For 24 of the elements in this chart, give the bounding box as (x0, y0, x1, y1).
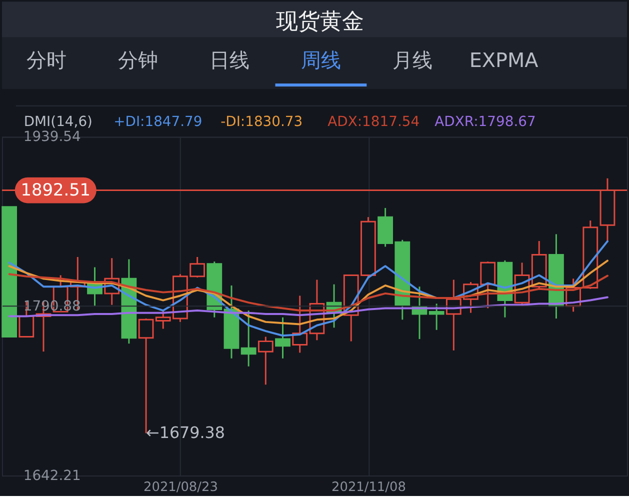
candlestick (275, 316, 290, 360)
text: +DI:1847.79 (114, 114, 202, 130)
text: EXPMA (469, 49, 539, 72)
y-tick-label: 1939.54 (23, 129, 82, 146)
candlestick (258, 336, 274, 386)
text: 周线 (300, 49, 341, 72)
annotation: ←1679.38 (146, 423, 225, 442)
chart-title: 现货黄金 (276, 9, 364, 34)
line-series (8, 260, 608, 326)
text: 分时 (26, 49, 67, 72)
text: ADXR:1798.67 (434, 114, 536, 130)
candlestick (428, 302, 444, 331)
text: 日线 (210, 49, 250, 72)
candlestick (240, 310, 256, 368)
text: ADX:1817.54 (328, 114, 420, 130)
y-tick-label: 1642.21 (23, 468, 81, 484)
y-tick-label: 1790.88 (23, 298, 81, 315)
text: -DI:1830.73 (220, 114, 303, 130)
text: 分钟 (118, 49, 158, 72)
text: 月线 (392, 49, 432, 72)
x-tick-label: 2021/08/23 (144, 480, 218, 495)
x-tick-label: 2021/11/08 (332, 480, 406, 495)
ref-line-label: 1892.51 (20, 179, 91, 200)
legend-title: DMI(14,6) (24, 114, 92, 130)
